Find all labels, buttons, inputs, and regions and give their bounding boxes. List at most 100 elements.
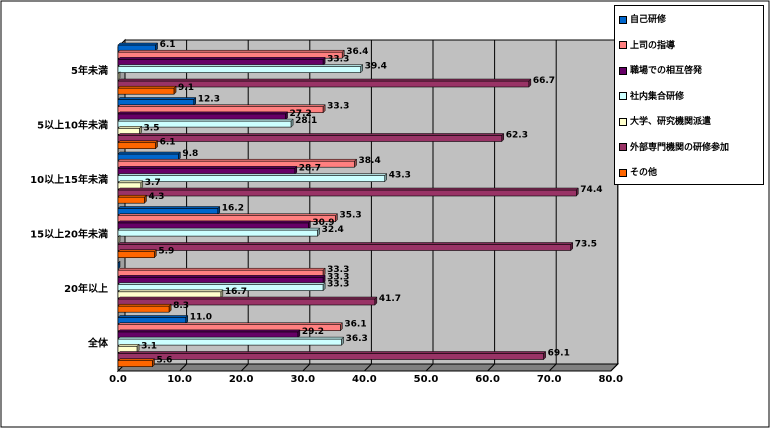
bar-end	[155, 42, 158, 52]
bar	[117, 87, 175, 95]
data-label: 33.3	[327, 272, 349, 282]
bar-end	[140, 180, 144, 190]
gridline-floor	[364, 363, 372, 372]
bar-end	[297, 329, 301, 339]
x-tick-label: 40.0	[352, 374, 377, 385]
bar-end	[285, 111, 288, 121]
data-label: 43.3	[389, 171, 411, 181]
bar-top	[117, 140, 159, 143]
bar-top	[117, 351, 547, 354]
x-tick-label: 80.0	[598, 374, 623, 385]
bar-end	[173, 85, 177, 95]
data-label: 5.9	[158, 247, 174, 257]
bar-end	[168, 303, 172, 313]
bar-top	[117, 104, 326, 107]
bar-top	[117, 158, 358, 162]
bar-top	[117, 267, 326, 271]
data-label: 36.3	[346, 334, 368, 344]
data-label: 3.1	[141, 341, 157, 351]
bar	[117, 229, 318, 237]
bar	[117, 251, 155, 258]
bar-end	[501, 132, 505, 143]
x-tick-label: 30.0	[290, 374, 315, 385]
category-label: 10以上15年未満	[30, 173, 108, 186]
bar-top	[117, 358, 156, 361]
bar-end	[220, 289, 224, 299]
category-label: 20年以上	[64, 282, 108, 295]
bar-end	[185, 314, 189, 325]
legend-swatch	[619, 66, 627, 75]
bar-end	[294, 165, 298, 176]
bar-top	[117, 118, 294, 122]
bar-top	[117, 242, 574, 245]
data-label: 16.2	[222, 204, 244, 214]
category-label: 15以上20年未満	[30, 228, 108, 241]
bar-end	[360, 63, 363, 74]
gridline-floor	[240, 363, 249, 372]
x-tick-label: 50.0	[414, 374, 439, 385]
bar-top	[117, 329, 301, 333]
x-tick-label: 0.0	[109, 374, 127, 385]
data-label: 69.1	[548, 349, 570, 359]
bar-end	[317, 227, 320, 237]
bar-end	[117, 71, 121, 81]
chart-legend: 自己研修 上司の指導 職場での相互啓発 社内集合研修 大学、研究機関派遣 外部専門機関の研…	[614, 5, 764, 185]
data-label: 12.3	[198, 95, 220, 105]
data-label: 73.5	[575, 240, 597, 250]
bar-top	[117, 49, 345, 53]
gridline-floor	[302, 363, 311, 372]
data-label: 36.4	[346, 47, 368, 57]
legend-swatch	[619, 117, 627, 126]
category-label: 5以上10年未満	[37, 119, 108, 132]
bar-top	[117, 336, 345, 340]
data-label: 5.6	[156, 356, 172, 366]
data-label: 27.2	[290, 109, 312, 119]
x-tick-label: 60.0	[475, 374, 500, 385]
legend-item: 上司の指導	[619, 40, 675, 52]
gridline-floor	[425, 363, 434, 372]
bar-end	[139, 125, 142, 135]
data-label: 74.4	[580, 185, 602, 195]
bar-top	[117, 315, 189, 318]
bar-top	[117, 126, 143, 129]
bar-end	[144, 194, 147, 204]
bar-top	[117, 64, 364, 67]
bar-end	[570, 241, 574, 252]
data-label: 3.7	[145, 178, 161, 188]
bar-end	[152, 358, 155, 368]
bar-top	[117, 322, 343, 325]
data-label: 28.1	[295, 116, 317, 126]
data-label: 6.1	[160, 138, 176, 148]
bar-end	[322, 274, 326, 285]
bar-top	[117, 151, 181, 155]
bar-end	[154, 249, 157, 259]
data-label: 9.8	[182, 149, 198, 159]
bar-top	[117, 166, 298, 169]
bar	[117, 360, 153, 368]
legend-swatch	[619, 143, 627, 151]
data-label: 9.1	[178, 83, 194, 93]
bar-end	[576, 187, 579, 197]
data-label: 29.2	[302, 327, 324, 337]
bar-end	[340, 322, 343, 332]
legend-label: 大学、研究機関派遣	[630, 117, 712, 127]
bar-top	[117, 227, 321, 231]
bar	[117, 189, 577, 197]
bar-top	[117, 303, 172, 307]
bar	[117, 244, 572, 251]
bar-end	[136, 343, 140, 353]
bar-end	[374, 296, 378, 306]
bar-end	[335, 213, 338, 223]
bar	[117, 135, 503, 142]
bar-top	[117, 194, 148, 198]
bar-end	[117, 234, 121, 244]
bar-top	[117, 213, 339, 216]
legend-label: 外部専門機関の研修参加	[630, 142, 730, 153]
bar-top	[117, 180, 144, 184]
data-label: 33.3	[327, 280, 349, 290]
gridline-floor	[548, 363, 557, 372]
x-tick-label: 70.0	[537, 374, 562, 385]
bar-end	[528, 78, 532, 88]
gridline-floor	[610, 363, 619, 372]
